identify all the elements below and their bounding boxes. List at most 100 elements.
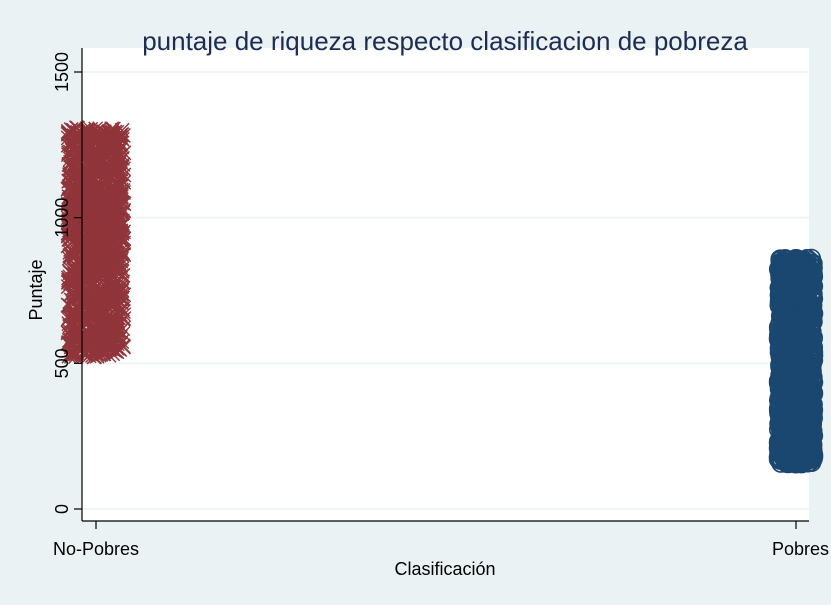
data-point [102, 273, 118, 289]
chart-labels: puntaje de riqueza respecto clasificacio… [26, 26, 748, 579]
data-point [112, 192, 128, 208]
data-point [111, 150, 127, 166]
data-point [774, 444, 795, 465]
data-point [69, 300, 85, 316]
data-point [60, 181, 76, 197]
data-point [75, 209, 91, 225]
data-point [111, 148, 127, 164]
data-point [97, 296, 113, 312]
data-point [70, 300, 86, 316]
data-point [60, 130, 76, 146]
data-point [799, 354, 820, 375]
data-point [110, 234, 126, 250]
data-point [61, 213, 77, 229]
data-point [101, 245, 117, 261]
data-point [90, 232, 106, 248]
data-point [801, 437, 822, 457]
data-point [776, 391, 797, 412]
data-point [104, 286, 120, 302]
data-point [779, 447, 799, 467]
data-point [87, 133, 103, 149]
chart-title: puntaje de riqueza respecto clasificacio… [142, 26, 748, 56]
data-point [86, 274, 102, 290]
y-tick-label: 500 [52, 348, 72, 378]
y-axis-label: Puntaje [26, 259, 46, 320]
data-point [66, 346, 82, 362]
data-point [801, 308, 822, 328]
data-point [800, 297, 820, 317]
data-point [771, 256, 792, 277]
data-point [83, 288, 99, 304]
data-point [103, 271, 119, 287]
data-point [114, 213, 130, 229]
data-point [63, 196, 79, 212]
data-point [797, 255, 818, 276]
data-point [81, 201, 97, 217]
data-point [96, 212, 112, 228]
series-no-pobres [60, 120, 132, 365]
data-point [96, 154, 112, 170]
data-point [793, 376, 813, 396]
data-point [66, 262, 82, 278]
data-point [94, 171, 110, 187]
data-point [64, 272, 80, 288]
data-point [65, 319, 81, 335]
data-point [83, 179, 98, 195]
data-point [61, 224, 77, 240]
gridlines [82, 71, 809, 510]
x-tick-label: Pobres [772, 539, 829, 559]
data-point [87, 201, 103, 217]
data-point [67, 170, 83, 186]
data-point [83, 238, 99, 254]
data-point [84, 344, 100, 360]
data-point [102, 316, 118, 332]
data-point [87, 261, 103, 277]
data-point [798, 362, 819, 383]
y-tick-label: 0 [52, 504, 72, 514]
data-point [106, 191, 122, 207]
data-point [89, 229, 105, 245]
data-point [95, 343, 111, 359]
data-point [106, 151, 122, 167]
data-point [92, 327, 108, 343]
data-point [794, 402, 814, 423]
data-point [801, 413, 822, 434]
data-point [113, 130, 129, 146]
data-point [64, 285, 80, 301]
data-point [791, 322, 811, 343]
data-point [777, 280, 798, 300]
data-point [88, 312, 104, 328]
data-point [63, 334, 79, 350]
data-point [62, 151, 78, 167]
data-point [789, 279, 810, 300]
x-tick-label: No-Pobres [53, 539, 139, 559]
data-point [82, 310, 98, 326]
plot-area [82, 48, 809, 521]
data-point [98, 328, 114, 344]
data-point [73, 316, 89, 332]
data-point [95, 183, 111, 199]
data-point [101, 133, 117, 149]
data-point [61, 231, 77, 247]
data-point [771, 403, 791, 424]
data-point [86, 126, 102, 142]
data-point [100, 342, 116, 358]
y-tick-label: 1500 [52, 52, 72, 92]
data-point [778, 312, 799, 332]
data-point [773, 298, 793, 318]
data-point [67, 332, 83, 348]
data-point [83, 215, 99, 231]
data-point [112, 177, 128, 193]
data-point [75, 192, 91, 208]
data-point [101, 247, 117, 263]
data-point [92, 259, 108, 275]
data-point [115, 217, 131, 233]
series-pobres [768, 248, 824, 474]
data-point [786, 441, 806, 461]
data-point [100, 204, 116, 220]
data-point [773, 406, 793, 426]
data-point [75, 157, 91, 173]
x-axis-label: Clasificación [394, 559, 495, 579]
data-point [60, 137, 76, 153]
